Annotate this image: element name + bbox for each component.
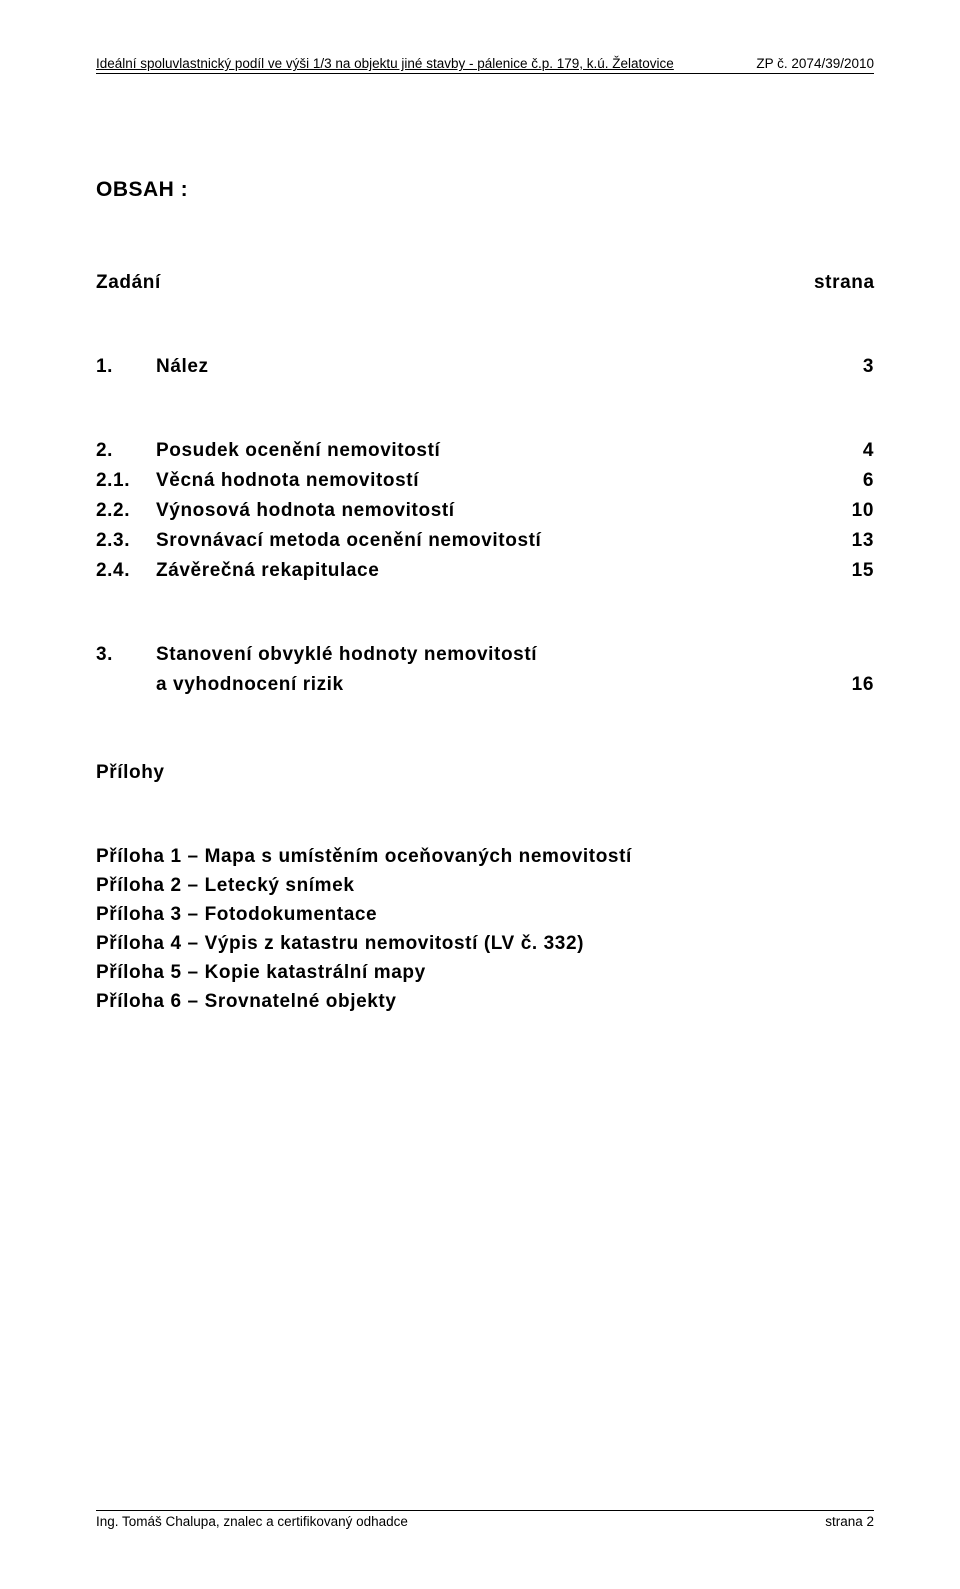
attachment-item: Příloha 5 – Kopie katastrální mapy: [96, 962, 874, 984]
toc-label: 2.Posudek ocenění nemovitostí: [96, 440, 814, 462]
toc-label: 2.3.Srovnávací metoda ocenění nemovitost…: [96, 530, 814, 552]
toc-num: 2.4.: [96, 560, 156, 582]
toc-page: 4: [814, 440, 874, 462]
toc-text: Posudek ocenění nemovitostí: [156, 440, 440, 461]
toc-text: Srovnávací metoda ocenění nemovitostí: [156, 530, 541, 551]
toc-label: 2.4.Závěrečná rekapitulace: [96, 560, 814, 582]
toc-num: 2.: [96, 440, 156, 462]
toc-block-1: 1.Nález 3: [96, 356, 874, 378]
toc-page: 10: [814, 500, 874, 522]
footer-left: Ing. Tomáš Chalupa, znalec a certifikova…: [96, 1514, 408, 1529]
toc-row: a vyhodnocení rizik 16: [96, 674, 874, 696]
toc-page: 16: [814, 674, 874, 696]
toc-row: 1.Nález 3: [96, 356, 874, 378]
toc-page: 3: [814, 356, 874, 378]
attachments-heading: Přílohy: [96, 762, 874, 784]
toc-page: 6: [814, 470, 874, 492]
toc-row: 2.3.Srovnávací metoda ocenění nemovitost…: [96, 530, 874, 552]
toc-label: 2.1.Věcná hodnota nemovitostí: [96, 470, 814, 492]
attachment-label: Příloha 1 – Mapa s umístěním oceňovaných…: [96, 846, 874, 868]
header-left: Ideální spoluvlastnický podíl ve výši 1/…: [96, 56, 674, 72]
toc-text: Závěrečná rekapitulace: [156, 560, 379, 581]
attachment-label: Příloha 2 – Letecký snímek: [96, 875, 874, 897]
attachment-label: Příloha 3 – Fotodokumentace: [96, 904, 874, 926]
toc-row: 2.2.Výnosová hodnota nemovitostí 10: [96, 500, 874, 522]
toc-label: 1.Nález: [96, 356, 814, 378]
attachment-item: Příloha 6 – Srovnatelné objekty: [96, 991, 874, 1013]
attachment-item: Příloha 3 – Fotodokumentace: [96, 904, 874, 926]
toc-head-label: Zadání: [96, 272, 814, 294]
section-title: OBSAH :: [96, 178, 874, 202]
toc-num: 2.1.: [96, 470, 156, 492]
toc-text: Výnosová hodnota nemovitostí: [156, 500, 455, 521]
toc-row: 2.Posudek ocenění nemovitostí 4: [96, 440, 874, 462]
toc-head-page: strana: [814, 272, 874, 294]
toc-text: Stanovení obvyklé hodnoty nemovitostí: [156, 644, 537, 665]
toc-num: 2.2.: [96, 500, 156, 522]
attachments-list: Příloha 1 – Mapa s umístěním oceňovaných…: [96, 846, 874, 1013]
toc-page: 15: [814, 560, 874, 582]
attachment-item: Příloha 2 – Letecký snímek: [96, 875, 874, 897]
attachment-label: Příloha 6 – Srovnatelné objekty: [96, 991, 874, 1013]
toc-num: 3.: [96, 644, 156, 666]
toc-row: 2.4.Závěrečná rekapitulace 15: [96, 560, 874, 582]
header-right: ZP č. 2074/39/2010: [756, 56, 874, 72]
toc-row: 2.1.Věcná hodnota nemovitostí 6: [96, 470, 874, 492]
toc-text: Nález: [156, 356, 209, 377]
toc-block-2: 2.Posudek ocenění nemovitostí 4 2.1.Věcn…: [96, 440, 874, 582]
attachment-item: Příloha 1 – Mapa s umístěním oceňovaných…: [96, 846, 874, 868]
toc-text: a vyhodnocení rizik: [156, 674, 344, 695]
toc-num: 1.: [96, 356, 156, 378]
toc-head-row: Zadání strana: [96, 272, 874, 294]
toc-block-3: 3.Stanovení obvyklé hodnoty nemovitostí …: [96, 644, 874, 696]
attachment-item: Příloha 4 – Výpis z katastru nemovitostí…: [96, 933, 874, 955]
attachment-label: Příloha 4 – Výpis z katastru nemovitostí…: [96, 933, 874, 955]
table-of-contents: Zadání strana 1.Nález 3 2.Posudek oceněn…: [96, 272, 874, 1013]
toc-label: 3.Stanovení obvyklé hodnoty nemovitostí: [96, 644, 814, 666]
toc-page: [814, 644, 874, 666]
toc-label: 2.2.Výnosová hodnota nemovitostí: [96, 500, 814, 522]
toc-page: 13: [814, 530, 874, 552]
toc-num: 2.3.: [96, 530, 156, 552]
toc-label: a vyhodnocení rizik: [96, 674, 814, 696]
toc-row: 3.Stanovení obvyklé hodnoty nemovitostí: [96, 644, 874, 666]
page-header: Ideální spoluvlastnický podíl ve výši 1/…: [96, 56, 874, 74]
toc-text: Věcná hodnota nemovitostí: [156, 470, 419, 491]
page-footer: Ing. Tomáš Chalupa, znalec a certifikova…: [96, 1510, 874, 1529]
attachment-label: Příloha 5 – Kopie katastrální mapy: [96, 962, 874, 984]
footer-right: strana 2: [825, 1514, 874, 1529]
